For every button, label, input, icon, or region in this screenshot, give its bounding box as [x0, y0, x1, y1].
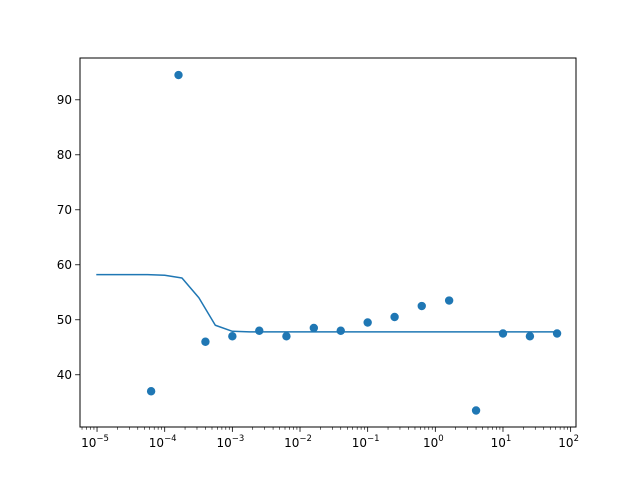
y-tick-label: 50 [57, 313, 72, 327]
x-tick-label: 10−5 [81, 434, 109, 450]
x-tick-label: 101 [491, 434, 512, 450]
x-tick-base: 10 [558, 436, 573, 450]
x-tick-exponent: 0 [438, 434, 443, 444]
plot-frame [79, 57, 577, 428]
x-tick-label: 10−2 [284, 434, 312, 450]
scatter-point [471, 406, 481, 415]
scatter-point [417, 301, 426, 311]
x-tick-base: 10 [284, 436, 299, 450]
scatter-point [498, 329, 508, 338]
scatter-point [444, 296, 454, 305]
y-tick-label: 70 [57, 203, 72, 217]
scatter-point [525, 332, 535, 341]
series-line [96, 273, 557, 333]
x-tick-exponent: −3 [232, 434, 245, 444]
scatter-point [174, 70, 183, 80]
scatter-point [146, 387, 156, 396]
series-layer [96, 70, 562, 415]
x-tick-exponent: −5 [96, 434, 109, 444]
x-tick-exponent: −2 [299, 434, 312, 444]
x-tick-base: 10 [149, 436, 164, 450]
scatter-point [363, 318, 372, 327]
x-axis: 10−5 10−4 10−3 10−2 10−1 100 101 102 [81, 427, 579, 450]
x-tick-label: 10−3 [216, 434, 244, 450]
x-tick-label: 10−4 [149, 434, 177, 450]
x-tick-base: 10 [216, 436, 231, 450]
scatter-point [336, 326, 345, 335]
x-tick-label: 10−1 [352, 434, 380, 450]
y-tick-label: 80 [57, 148, 72, 162]
scatter-point [282, 332, 291, 341]
plot-area [80, 58, 576, 427]
scatter-point [552, 329, 562, 338]
x-tick-base: 10 [81, 436, 96, 450]
x-tick-base: 10 [352, 436, 367, 450]
scatter-point [309, 323, 319, 333]
scatter-point [390, 312, 399, 322]
scatter-point [201, 337, 210, 346]
x-tick-exponent: −1 [367, 434, 380, 444]
y-tick-label: 40 [57, 368, 72, 382]
x-tick-exponent: 1 [506, 434, 511, 444]
y-tick-label: 90 [57, 93, 72, 107]
x-tick-base: 10 [491, 436, 506, 450]
scatter-point [255, 326, 264, 335]
x-tick-exponent: −4 [164, 434, 177, 444]
y-axis: 40 50 60 70 80 90 [57, 93, 80, 382]
x-tick-label: 102 [558, 434, 579, 450]
x-tick-base: 10 [423, 436, 438, 450]
y-tick-label: 60 [57, 258, 72, 272]
scatter-point [228, 332, 237, 341]
x-tick-label: 100 [423, 434, 444, 450]
x-tick-exponent: 2 [574, 434, 579, 444]
